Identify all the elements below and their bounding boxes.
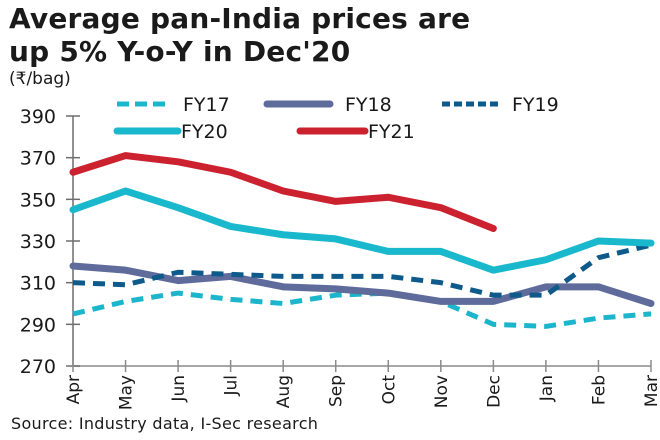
- chart-title-line-1: Average pan-India prices are: [9, 2, 471, 35]
- x-tick-label: Dec: [484, 375, 504, 408]
- y-tick-label: 370: [20, 148, 56, 170]
- legend-item-fy19: FY19: [442, 94, 559, 116]
- legend-label: FY21: [368, 121, 415, 143]
- chart-title: Average pan-India prices are up 5% Y-o-Y…: [9, 2, 470, 68]
- y-tick-label: 390: [20, 106, 56, 128]
- x-tick-label: Jul: [222, 375, 242, 397]
- x-tick-label: Feb: [589, 375, 609, 405]
- source-note: Source: Industry data, I-Sec research: [11, 414, 319, 433]
- series-line-fy19: [72, 242, 652, 298]
- series-lines: [69, 152, 655, 329]
- legend: FY17 FY18 FY19 FY20 FY21: [113, 94, 559, 143]
- series-line-fy17: [72, 290, 652, 329]
- y-tick-label: 330: [20, 231, 56, 253]
- series-line-fy21: [69, 152, 497, 232]
- x-tick-label: Aug: [274, 375, 294, 408]
- legend-label: FY20: [181, 121, 228, 143]
- legend-label: FY19: [512, 94, 559, 116]
- axes: 270 290 310 330 350 370 390 Apr May Jun Jul Aug Sep O…: [20, 106, 660, 410]
- y-tick-label: 350: [20, 189, 56, 211]
- series-line-fy20: [69, 187, 655, 274]
- legend-label: FY17: [183, 94, 230, 116]
- x-tick-label: Oct: [379, 375, 399, 405]
- legend-label: FY18: [345, 94, 392, 116]
- chart-title-line-2: up 5% Y-o-Y in Dec'20: [9, 35, 351, 68]
- x-tick-label: Sep: [327, 375, 347, 407]
- legend-item-fy18: FY18: [263, 94, 392, 116]
- x-tick-label: Jan: [537, 375, 557, 402]
- x-tick-label: May: [117, 375, 137, 410]
- y-tick-label: 290: [20, 314, 56, 336]
- legend-item-fy20: FY20: [113, 121, 228, 143]
- y-axis-unit-label: (₹/bag): [9, 69, 71, 89]
- legend-item-fy17: FY17: [117, 94, 230, 116]
- x-tick-label: Apr: [64, 375, 84, 404]
- y-tick-label: 270: [20, 356, 56, 378]
- x-tick-label: Mar: [642, 375, 660, 407]
- legend-item-fy21: FY21: [296, 121, 415, 143]
- y-tick-label: 310: [20, 273, 56, 295]
- x-tick-label: Jun: [169, 375, 189, 403]
- x-tick-label: Nov: [432, 375, 452, 408]
